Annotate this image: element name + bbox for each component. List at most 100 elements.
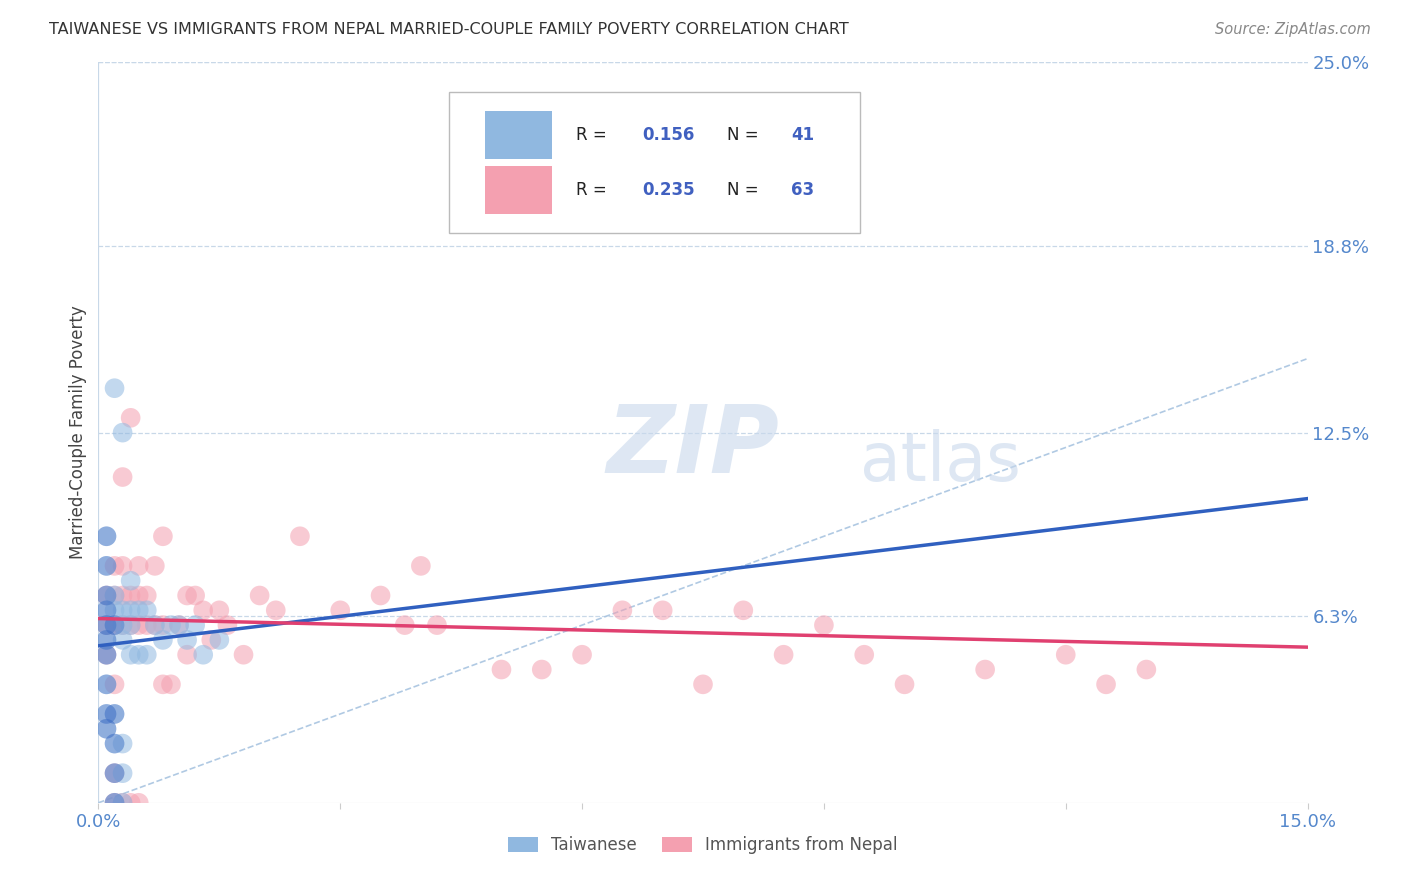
FancyBboxPatch shape (449, 92, 860, 233)
Point (96, 648, 118, 662)
Point (103, 618, 125, 632)
Point (96, 558, 118, 573)
Point (96, 632, 118, 647)
Point (111, 558, 134, 573)
Point (111, 589, 134, 603)
Point (103, 706, 125, 721)
Text: N =: N = (727, 126, 763, 144)
Text: R =: R = (576, 126, 612, 144)
Point (612, 603, 634, 617)
Point (103, 796, 125, 810)
Point (152, 618, 174, 632)
Point (120, 648, 142, 662)
Point (176, 589, 198, 603)
Point (135, 589, 157, 603)
Point (853, 648, 876, 662)
Point (651, 603, 673, 617)
FancyBboxPatch shape (485, 111, 551, 159)
Point (111, 737, 134, 751)
Point (208, 632, 231, 647)
Point (103, 558, 125, 573)
Point (96, 677, 118, 691)
Point (111, 796, 134, 810)
Point (111, 796, 134, 810)
Point (160, 618, 183, 632)
Point (96, 558, 118, 573)
Point (96, 618, 118, 632)
Point (176, 648, 198, 662)
Point (128, 648, 150, 662)
Point (217, 618, 239, 632)
Point (103, 381, 125, 395)
Point (103, 618, 125, 632)
Point (152, 632, 174, 647)
Point (135, 648, 157, 662)
Point (813, 618, 835, 632)
Text: 63: 63 (792, 181, 814, 199)
Point (167, 618, 190, 632)
Point (1054, 648, 1077, 662)
Text: R =: R = (576, 181, 612, 199)
Point (120, 589, 142, 603)
Point (120, 618, 142, 632)
Legend: Taiwanese, Immigrants from Nepal: Taiwanese, Immigrants from Nepal (502, 830, 904, 861)
Point (772, 648, 794, 662)
Point (96, 589, 118, 603)
Point (128, 796, 150, 810)
Point (103, 737, 125, 751)
Point (733, 603, 755, 617)
Point (96, 603, 118, 617)
Point (370, 589, 392, 603)
Text: Source: ZipAtlas.com: Source: ZipAtlas.com (1215, 22, 1371, 37)
Point (288, 529, 311, 543)
Point (96, 648, 118, 662)
Point (193, 603, 215, 617)
Point (111, 425, 134, 440)
Text: atlas: atlas (860, 429, 1021, 495)
Point (394, 618, 416, 632)
Point (111, 618, 134, 632)
Point (103, 618, 125, 632)
Point (184, 589, 207, 603)
Point (96, 589, 118, 603)
Point (103, 766, 125, 780)
Point (96, 706, 118, 721)
Point (96, 648, 118, 662)
Point (249, 589, 271, 603)
Point (120, 618, 142, 632)
Point (111, 618, 134, 632)
Point (103, 766, 125, 780)
Point (152, 529, 174, 543)
Point (120, 796, 142, 810)
Point (128, 618, 150, 632)
Point (143, 618, 166, 632)
Point (193, 648, 215, 662)
Point (103, 796, 125, 810)
Text: 0.235: 0.235 (643, 181, 695, 199)
Point (96, 529, 118, 543)
Text: 41: 41 (792, 126, 814, 144)
Point (111, 470, 134, 484)
Point (111, 632, 134, 647)
Point (96, 677, 118, 691)
Point (571, 648, 593, 662)
Point (96, 722, 118, 736)
Point (96, 529, 118, 543)
Point (103, 737, 125, 751)
Point (103, 589, 125, 603)
Point (143, 558, 166, 573)
Text: TAIWANESE VS IMMIGRANTS FROM NEPAL MARRIED-COUPLE FAMILY POVERTY CORRELATION CHA: TAIWANESE VS IMMIGRANTS FROM NEPAL MARRI… (49, 22, 849, 37)
Point (96, 618, 118, 632)
Point (135, 603, 157, 617)
Point (184, 618, 207, 632)
Point (450, 174, 472, 188)
Y-axis label: Married-Couple Family Poverty: Married-Couple Family Poverty (69, 306, 87, 559)
Point (103, 677, 125, 691)
Point (1135, 663, 1157, 677)
Point (128, 603, 150, 617)
Point (974, 663, 997, 677)
Point (103, 766, 125, 780)
Point (491, 663, 513, 677)
Point (200, 632, 222, 647)
Point (111, 766, 134, 780)
